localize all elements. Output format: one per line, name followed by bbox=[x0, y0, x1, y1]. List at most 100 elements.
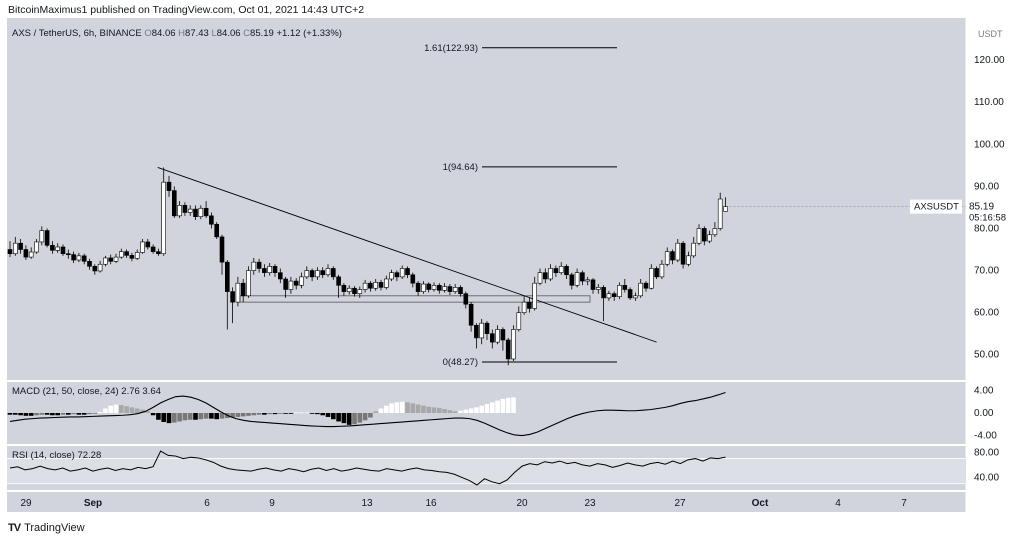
trading-chart[interactable]: USDT50.0060.0070.0080.0090.00100.00110.0… bbox=[0, 18, 1024, 512]
candle-down bbox=[484, 322, 490, 334]
rsi-line bbox=[9, 450, 726, 486]
macd-histogram-bar bbox=[368, 413, 373, 418]
descending-trendline bbox=[157, 167, 657, 343]
macd-histogram-bar bbox=[203, 413, 209, 419]
macd-histogram-bar bbox=[145, 411, 151, 413]
candle-up bbox=[712, 228, 718, 236]
macd-legend: MACD (21, 50, close, 24) 2.76 3.64 bbox=[12, 386, 161, 397]
candle-up bbox=[55, 246, 61, 251]
candle-down bbox=[124, 251, 129, 256]
candle-down bbox=[172, 190, 177, 217]
candle-up bbox=[479, 322, 485, 339]
macd-histogram-bar bbox=[352, 413, 357, 425]
candle-up bbox=[119, 251, 124, 258]
candle-up bbox=[373, 282, 379, 289]
macd-tick-label: -4.00 bbox=[974, 431, 997, 442]
candle-up bbox=[251, 261, 257, 271]
symbol-legend: AXS / TetherUS, 6h, BINANCE O84.06 H87.4… bbox=[12, 28, 342, 39]
candle-up bbox=[516, 312, 522, 330]
time-tick-label: 7 bbox=[901, 498, 907, 509]
candle-down bbox=[590, 279, 596, 290]
price-tag-box bbox=[966, 198, 1014, 225]
macd-histogram-bar bbox=[278, 413, 283, 414]
candle-down bbox=[542, 272, 548, 280]
candle-down bbox=[701, 228, 707, 242]
candle-down bbox=[680, 242, 686, 265]
candle-down bbox=[60, 246, 66, 255]
candle-down bbox=[71, 254, 76, 261]
macd-tick-label: 0.00 bbox=[974, 408, 994, 419]
candle-down bbox=[166, 181, 172, 191]
macd-histogram-bar bbox=[198, 413, 204, 420]
candle-down bbox=[352, 287, 357, 295]
candle-down bbox=[50, 245, 55, 251]
time-axis-strip bbox=[7, 492, 966, 512]
candle-down bbox=[527, 301, 532, 309]
candle-down bbox=[44, 230, 50, 246]
macd-histogram-bar bbox=[251, 413, 257, 416]
candle-down bbox=[505, 339, 511, 360]
macd-histogram-bar bbox=[341, 413, 347, 424]
macd-histogram-bar bbox=[230, 413, 235, 418]
candle-down bbox=[564, 266, 569, 276]
macd-histogram-bar bbox=[256, 413, 262, 415]
price-tick-label: 120.00 bbox=[974, 55, 1005, 66]
price-tick-label: 70.00 bbox=[974, 266, 999, 277]
macd-histogram-bar bbox=[235, 413, 241, 417]
candle-up bbox=[532, 282, 538, 309]
candle-up bbox=[34, 241, 39, 253]
macd-histogram-bar bbox=[373, 411, 378, 413]
time-tick-label: 16 bbox=[425, 498, 437, 509]
macd-histogram-bar bbox=[34, 413, 39, 416]
macd-histogram-bar bbox=[55, 413, 60, 416]
macd-histogram-bar bbox=[410, 403, 416, 413]
candle-down bbox=[87, 260, 92, 267]
candle-down bbox=[654, 268, 659, 278]
candle-up bbox=[691, 242, 697, 257]
time-tick-label: 9 bbox=[269, 498, 275, 509]
macd-histogram-bar bbox=[182, 413, 188, 421]
macd-histogram-bar bbox=[415, 404, 421, 413]
candle-down bbox=[341, 284, 347, 292]
macd-histogram-bar bbox=[156, 413, 161, 420]
candle-up bbox=[548, 268, 553, 280]
candle-down bbox=[18, 242, 23, 250]
candle-down bbox=[23, 249, 29, 258]
fib-level-label: 1(94.64) bbox=[443, 162, 478, 173]
candle-up bbox=[235, 282, 241, 303]
candle-down bbox=[378, 282, 384, 288]
candle-down bbox=[150, 246, 156, 252]
macd-histogram-bar bbox=[7, 413, 13, 415]
time-tick-label: Sep bbox=[84, 498, 102, 509]
candle-up bbox=[452, 287, 458, 292]
time-tick-label: 29 bbox=[20, 498, 32, 509]
macd-histogram-bar bbox=[490, 402, 495, 413]
macd-histogram-bar bbox=[474, 407, 479, 413]
candle-down bbox=[500, 329, 506, 341]
candle-up bbox=[521, 301, 527, 313]
candle-up bbox=[113, 256, 119, 262]
candle-up bbox=[187, 208, 193, 213]
candle-down bbox=[410, 274, 416, 284]
candle-up bbox=[315, 270, 320, 278]
macd-histogram-bar bbox=[463, 409, 469, 413]
rsi-tick-label: 40.00 bbox=[974, 472, 999, 483]
time-tick-label: 23 bbox=[584, 498, 596, 509]
candle-down bbox=[474, 324, 479, 339]
macd-histogram-bar bbox=[325, 413, 331, 417]
macd-histogram-bar bbox=[357, 413, 363, 423]
candle-up bbox=[495, 329, 500, 343]
candle-down bbox=[426, 283, 432, 290]
candle-up bbox=[246, 270, 251, 297]
candle-down bbox=[283, 278, 288, 290]
candle-down bbox=[219, 236, 225, 263]
macd-tick-label: 4.00 bbox=[974, 385, 994, 396]
candle-down bbox=[7, 249, 13, 255]
candle-down bbox=[336, 276, 341, 286]
candle-down bbox=[92, 266, 98, 272]
candle-up bbox=[267, 266, 273, 273]
macd-histogram-bar bbox=[505, 397, 511, 413]
macd-histogram-bar bbox=[103, 408, 108, 413]
candle-down bbox=[611, 293, 617, 297]
macd-histogram-bar bbox=[129, 407, 135, 413]
